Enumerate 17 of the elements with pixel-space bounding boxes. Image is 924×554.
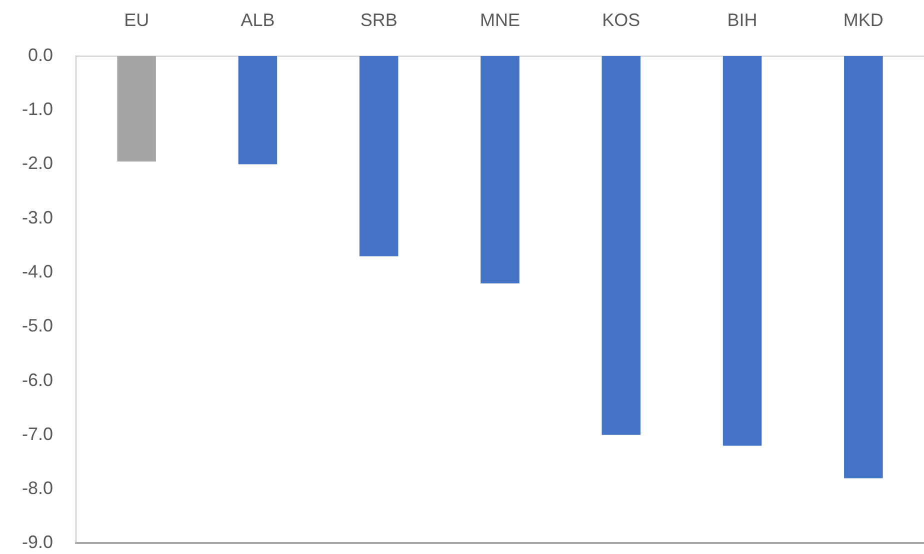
- y-tick-label: -2.0: [22, 153, 53, 174]
- x-tick-label: MNE: [480, 10, 520, 30]
- y-tick-label: -4.0: [22, 262, 53, 282]
- y-tick-label: -3.0: [22, 207, 53, 228]
- y-tick-label: -1.0: [22, 99, 53, 120]
- y-tick-label: -8.0: [22, 478, 53, 498]
- x-tick-label: EU: [124, 10, 150, 30]
- x-tick-label: KOS: [602, 10, 640, 30]
- y-tick-label: -9.0: [22, 532, 53, 552]
- y-tick-label: -5.0: [22, 316, 53, 336]
- y-tick-label: -6.0: [22, 370, 53, 390]
- x-tick-label: SRB: [360, 10, 398, 30]
- x-tick-label: ALB: [240, 10, 275, 30]
- x-tick-label: MKD: [843, 10, 884, 30]
- x-tick-label: BIH: [727, 10, 758, 30]
- y-tick-label: -7.0: [22, 424, 53, 444]
- y-tick-label: 0.0: [28, 44, 53, 65]
